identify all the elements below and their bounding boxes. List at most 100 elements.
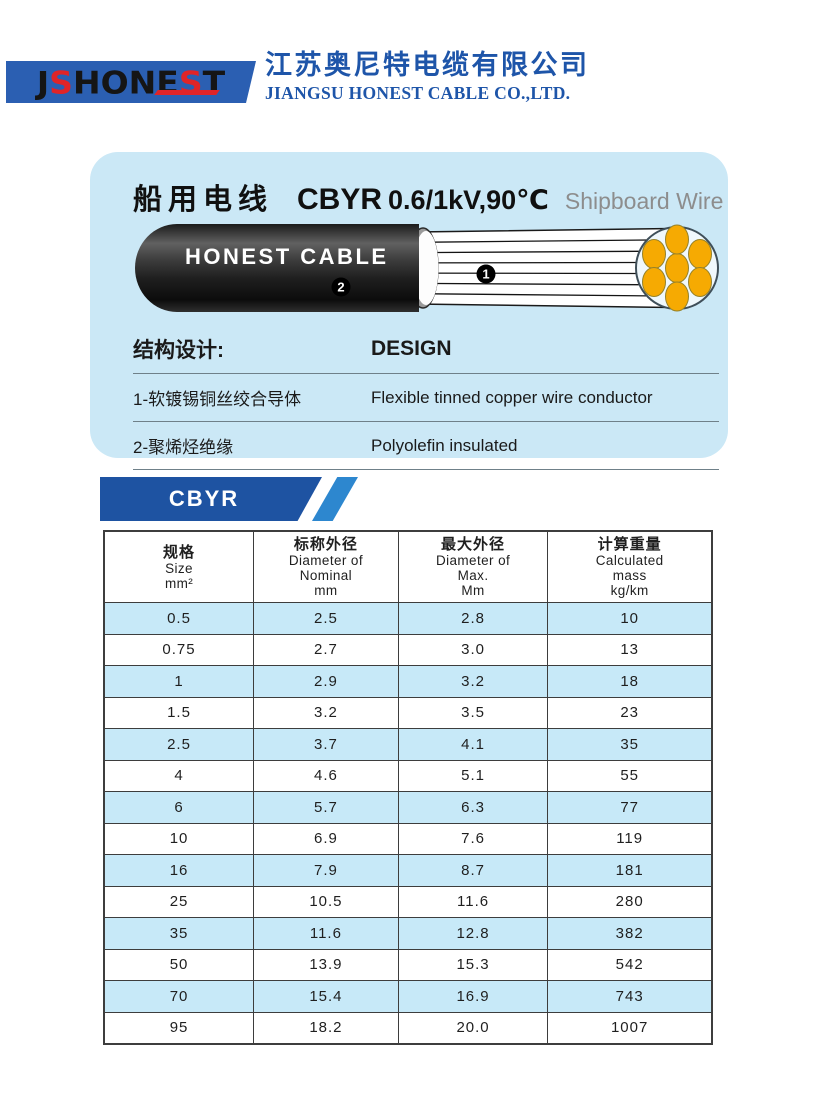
company-logo: JSHONEST xyxy=(6,61,256,103)
table-cell: 3.0 xyxy=(397,633,549,666)
header-line: Diameter of xyxy=(435,553,511,568)
table-cell: 5.7 xyxy=(253,791,399,824)
table-cell: 3.7 xyxy=(253,728,399,761)
table-cell: 10 xyxy=(103,822,255,855)
header-line: Nominal xyxy=(299,568,353,583)
series-tab-accent-stripe xyxy=(312,477,358,521)
table-cell: 35 xyxy=(103,917,255,950)
cable-illustration: HONEST CABLE 2 1 xyxy=(135,224,719,312)
product-title-english: Shipboard Wire xyxy=(564,188,724,214)
header-line: Size xyxy=(165,560,193,576)
column-header-size: 规格 Size mm² xyxy=(103,530,255,603)
header-line: 标称外径 xyxy=(293,536,358,553)
header-line: mm xyxy=(314,583,338,598)
table-cell: 10 xyxy=(547,602,713,635)
table-cell: 5.1 xyxy=(397,759,549,792)
design-heading-chinese: 结构设计: xyxy=(133,339,224,362)
spec-table-container: 规格 Size mm² 标称外径 Diameter of Nominal mm … xyxy=(103,530,713,1045)
table-cell: 13.9 xyxy=(253,948,399,981)
table-cell: 8.7 xyxy=(397,854,549,887)
table-cell: 6.3 xyxy=(397,791,549,824)
logo-letter: N xyxy=(128,63,157,101)
header-line: Max. xyxy=(457,568,489,583)
table-cell: 18.2 xyxy=(253,1011,399,1044)
table-cell: 77 xyxy=(547,791,713,824)
table-row: 70 15.4 16.9 743 xyxy=(103,980,713,1013)
table-cell: 12.8 xyxy=(397,917,549,950)
header-line: kg/km xyxy=(610,583,649,598)
table-cell: 3.2 xyxy=(253,696,399,729)
table-cell: 3.2 xyxy=(397,665,549,698)
marker-conductor: 1 xyxy=(476,264,496,284)
product-title-chinese: 船用电线 xyxy=(133,184,274,216)
table-cell: 50 xyxy=(103,948,255,981)
table-cell: 20.0 xyxy=(397,1011,549,1044)
table-cell: 181 xyxy=(547,854,713,887)
company-name-block: 江苏奥尼特电缆有限公司 JIANGSU HONEST CABLE CO.,LTD… xyxy=(265,49,590,104)
table-row: 4 4.6 5.1 55 xyxy=(103,759,713,792)
design-item-english: Polyolefin insulated xyxy=(371,435,518,455)
header-line: mass xyxy=(612,568,647,583)
table-cell: 4.1 xyxy=(397,728,549,761)
table-row: 1.5 3.2 3.5 23 xyxy=(103,696,713,729)
cable-brand-print: HONEST CABLE xyxy=(185,244,389,269)
table-cell: 542 xyxy=(547,948,713,981)
table-cell: 743 xyxy=(547,980,713,1013)
table-cell: 1 xyxy=(103,665,255,698)
table-cell: 35 xyxy=(547,728,713,761)
marker-insulation: 2 xyxy=(331,277,351,297)
table-cell: 2.8 xyxy=(397,602,549,635)
table-cell: 15.4 xyxy=(253,980,399,1013)
logo-letter: S xyxy=(49,63,73,101)
design-heading-row: 结构设计: DESIGN xyxy=(133,328,719,374)
table-cell: 2.7 xyxy=(253,633,399,666)
table-cell: 95 xyxy=(103,1011,255,1044)
table-row: 10 6.9 7.6 119 xyxy=(103,822,713,855)
header-line: Calculated xyxy=(595,553,664,568)
header-line: 规格 xyxy=(163,543,196,561)
spec-table-body: 0.5 2.5 2.8 10 0.75 2.7 3.0 13 1 2.9 3.2 18 1.5 3.2 3.… xyxy=(103,602,713,1044)
table-cell: 6.9 xyxy=(253,822,399,855)
table-cell: 382 xyxy=(547,917,713,950)
conductor-section xyxy=(414,227,672,309)
table-row: 0.75 2.7 3.0 13 xyxy=(103,633,713,666)
design-item-english: Flexible tinned copper wire conductor xyxy=(371,387,653,407)
table-row: 95 18.2 20.0 1007 xyxy=(103,1011,713,1044)
table-cell: 13 xyxy=(547,633,713,666)
marker-insulation-number: 2 xyxy=(337,280,344,295)
header-line: 计算重量 xyxy=(597,536,662,553)
product-model-rating: 0.6/1kV,90℃ xyxy=(388,185,549,215)
series-tab: CBYR xyxy=(100,477,322,521)
table-cell: 11.6 xyxy=(397,885,549,918)
table-row: 1 2.9 3.2 18 xyxy=(103,665,713,698)
table-row: 16 7.9 8.7 181 xyxy=(103,854,713,887)
table-cell: 16 xyxy=(103,854,255,887)
table-cell: 119 xyxy=(547,822,713,855)
marker-conductor-number: 1 xyxy=(482,267,489,282)
table-cell: 7.9 xyxy=(253,854,399,887)
table-cell: 4 xyxy=(103,759,255,792)
design-item-chinese: 1-软镀锡铜丝绞合导体 xyxy=(133,390,302,409)
column-header-mass: 计算重量 Calculated mass kg/km xyxy=(547,530,713,603)
column-header-max-diameter: 最大外径 Diameter of Max. Mm xyxy=(397,530,549,603)
spec-table: 规格 Size mm² 标称外径 Diameter of Nominal mm … xyxy=(103,530,713,1045)
conductor-cut-face xyxy=(413,231,439,305)
table-cell: 1007 xyxy=(547,1011,713,1044)
table-cell: 55 xyxy=(547,759,713,792)
table-cell: 16.9 xyxy=(397,980,549,1013)
logo-letter: J xyxy=(36,63,50,101)
header-line: Mm xyxy=(461,583,485,598)
table-cell: 11.6 xyxy=(253,917,399,950)
table-cell: 18 xyxy=(547,665,713,698)
product-panel: 船用电线 CBYR 0.6/1kV,90℃ Shipboard Wire xyxy=(90,152,728,470)
table-cell: 25 xyxy=(103,885,255,918)
header-line: 最大外径 xyxy=(441,536,506,553)
table-cell: 0.5 xyxy=(103,602,255,635)
table-cell: 3.5 xyxy=(397,696,549,729)
table-row: 6 5.7 6.3 77 xyxy=(103,791,713,824)
table-cell: 70 xyxy=(103,980,255,1013)
design-item-chinese: 2-聚烯烃绝缘 xyxy=(133,438,234,457)
company-name-english: JIANGSU HONEST CABLE CO.,LTD. xyxy=(265,83,571,103)
logo-letter: H xyxy=(72,63,101,101)
